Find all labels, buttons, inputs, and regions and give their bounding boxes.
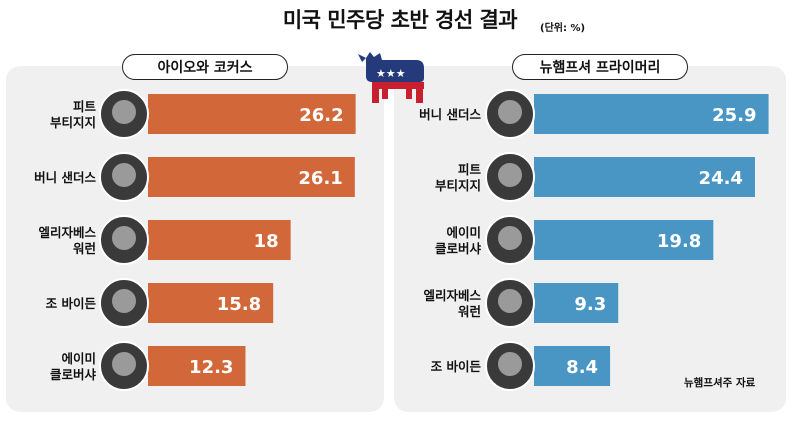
bar	[534, 94, 769, 134]
portrait-face-icon	[112, 100, 136, 124]
bar-row: 26.2 피트 부티지지	[50, 89, 356, 139]
data-label: 8.4	[566, 357, 598, 378]
bar-row: 24.4 피트 부티지지	[435, 152, 755, 202]
category-label: 에이미 클로버샤	[50, 351, 97, 382]
category-label: 조 바이든	[46, 296, 97, 311]
category-label: 피트 부티지지	[435, 162, 482, 193]
bar-row: 25.9 버니 샌더스	[419, 89, 769, 139]
bar	[534, 283, 619, 323]
portrait-face-icon	[112, 163, 136, 187]
bar	[148, 346, 246, 386]
bar-row: 15.8 조 바이든	[46, 278, 274, 328]
portrait-face-icon	[498, 226, 522, 250]
data-label: 24.4	[699, 168, 743, 189]
bar-row: 12.3 에이미 클로버샤	[50, 341, 246, 391]
source-note: 뉴햄프셔주 자료	[684, 377, 756, 389]
chart-title: 미국 민주당 초반 경선 결과	[282, 8, 518, 32]
portrait-face-icon	[498, 163, 522, 187]
category-label: 엘리자베스 워런	[38, 225, 96, 256]
data-label: 25.9	[712, 105, 756, 126]
category-label: 에이미 클로버샤	[435, 225, 482, 256]
portrait-face-icon	[498, 289, 522, 313]
iowa-panel-title: 아이오와 코커스	[122, 54, 288, 80]
unit-label: (단위: %)	[540, 23, 586, 34]
category-label: 조 바이든	[431, 359, 482, 374]
bar	[148, 283, 274, 323]
portrait-face-icon	[112, 226, 136, 250]
data-label: 12.3	[189, 357, 233, 378]
category-label: 엘리자베스 워런	[423, 288, 481, 319]
data-label: 19.8	[657, 231, 701, 252]
new-hampshire-panel-title: 뉴햄프셔 프라이머리	[512, 54, 688, 80]
portrait-face-icon	[112, 289, 136, 313]
bar-row: 26.1 버니 샌더스	[34, 152, 355, 202]
bar	[148, 157, 355, 197]
data-label: 18	[254, 231, 279, 252]
bar	[534, 220, 714, 260]
data-label: 26.1	[298, 168, 342, 189]
portrait-face-icon	[498, 100, 522, 124]
bar	[148, 220, 291, 260]
bar	[148, 94, 356, 134]
category-label: 버니 샌더스	[419, 107, 481, 122]
bar-row: 19.8 에이미 클로버샤	[435, 215, 714, 265]
category-label: 피트 부티지지	[50, 99, 97, 130]
data-label: 9.3	[574, 294, 606, 315]
bar	[534, 346, 611, 386]
bar	[534, 157, 755, 197]
category-label: 버니 샌더스	[34, 170, 96, 185]
portrait-face-icon	[112, 352, 136, 376]
bar-row: 18 엘리자베스 워런	[38, 215, 291, 265]
bar-row: 9.3 엘리자베스 워런	[423, 278, 619, 328]
democratic-donkey-icon: ★★★	[358, 52, 424, 103]
data-label: 15.8	[217, 294, 261, 315]
svg-text:★★★: ★★★	[376, 67, 406, 80]
data-label: 26.2	[299, 105, 343, 126]
portrait-face-icon	[498, 352, 522, 376]
bar-row: 8.4 조 바이든	[431, 341, 611, 391]
